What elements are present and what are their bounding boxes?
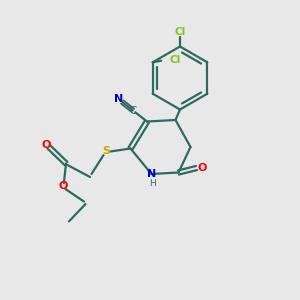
- Text: N: N: [147, 169, 156, 179]
- Text: O: O: [197, 163, 207, 173]
- Text: H: H: [149, 178, 155, 188]
- Text: S: S: [103, 146, 110, 157]
- Text: N: N: [114, 94, 123, 104]
- Text: O: O: [58, 181, 68, 191]
- Text: C: C: [129, 106, 136, 116]
- Text: O: O: [42, 140, 51, 151]
- Text: Cl: Cl: [169, 55, 181, 65]
- Text: Cl: Cl: [174, 27, 186, 37]
